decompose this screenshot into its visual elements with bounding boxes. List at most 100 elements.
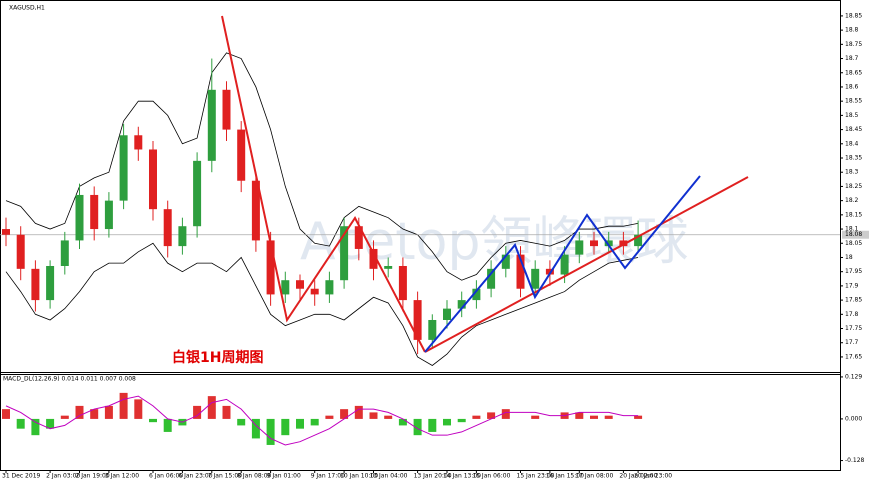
candle-body [296,280,304,289]
macd-bar [340,409,349,419]
x-tick-label: 15 Jan 23:00 [517,473,555,480]
candle-body [619,240,628,247]
macd-bar [472,415,481,419]
plot: 18.85 18.8 18.75 18.7 18.65 18.6 18.55 18.5 18.4… [0,12,869,480]
macd-bar [16,418,25,429]
macd-bar [634,415,643,419]
macd-bar [222,405,231,419]
macd-bar [310,418,319,426]
y-tick-label: 18.4 [845,140,859,147]
y-tick-label: 17.8 [845,311,859,318]
macd-bar [237,418,246,426]
candle-body [531,268,540,289]
macd-bar [2,409,10,419]
candle-body [516,254,525,289]
candle-body [634,234,643,247]
macd-bar [575,412,584,419]
y-tick-label: 17.9 [845,282,859,289]
macd-bar [369,412,378,419]
candle-body [443,308,451,320]
macd-bar [531,415,540,419]
x-tick-label: 6 Jan 06:00 [149,473,183,480]
macd-bar [31,418,40,436]
y-tick-label: 18 [845,254,853,261]
macd-bar [251,418,260,439]
y-tick-label: 18.15 [845,211,862,218]
y-tick-label: 17.95 [845,268,862,275]
y-tick-label: 18.8 [845,27,859,34]
macd-bar [60,415,69,419]
y-tick-label: 18.55 [845,98,862,105]
macd-bar [163,418,172,432]
candle-body [251,180,260,241]
x-tick-label: 14 Jan 13:00 [443,473,481,480]
candle-body [398,265,407,301]
macd-bar [428,418,437,432]
macd-bar [590,415,598,419]
x-tick-label: 16 Jan 15:00 [546,473,584,480]
y-tick-label: 0.129 [845,373,862,380]
candle-body [369,248,378,269]
macd-bar [281,418,290,436]
x-tick-label: 9 Jan 01:00 [267,473,301,480]
y-tick-label: 18.5 [845,112,859,119]
candle-body [501,254,510,269]
candle-body [46,265,55,301]
x-tick-label: 9 Jan 17:00 [311,473,345,480]
candle-body [119,135,128,201]
y-tick-label: 17.75 [845,325,862,332]
candle-body [575,240,584,255]
macd-bar [413,418,422,436]
band-line [5,52,639,281]
x-tick-label: 15 Jan 06:00 [472,473,510,480]
last-price-box [842,230,869,239]
candle-body [163,209,172,247]
candle-body [472,288,481,301]
x-tick-label: 2 Jan 19:00 [76,473,110,480]
macd-bar [398,418,407,426]
y-tick-label: 0.000 [845,415,862,422]
macd-bar [604,415,613,419]
macd-bar [384,415,393,419]
y-tick-label: 18.25 [845,183,862,190]
candle-body [266,240,275,295]
candle-body [413,300,422,340]
candle-body [281,280,290,295]
candle-body [207,89,216,161]
candle-body [428,319,437,340]
candle-body [90,194,99,230]
macd-bar [354,405,363,419]
candle-body [31,268,40,301]
candle-body [222,89,231,130]
x-tick-label: 8 Jan 08:00 [237,473,271,480]
candle-body [325,280,334,295]
macd-bar [266,418,275,445]
indicator-title: MACD_DL(12,26,9) 0.014 0.011 0.007 0.008 [3,376,136,383]
macd-bar [90,409,99,419]
macd-bar [134,399,143,419]
macd-bar [501,409,510,419]
macd-bar [487,412,496,419]
x-tick-label: 10 Jan 10:00 [340,473,378,480]
y-tick-label: 18.1 [845,226,859,233]
candle-body [340,226,349,281]
trend-zigzag [221,15,426,353]
x-tick-label: 3 Jan 12:00 [105,473,139,480]
macd-bar [296,418,304,429]
y-tick-label: 17.7 [845,339,859,346]
y-tick-label: 18.45 [845,126,862,133]
y-tick-label: 17.65 [845,353,862,360]
candle-body [75,194,84,241]
candle-body [16,234,25,269]
x-tick-label: 13 Jan 04:00 [370,473,408,480]
candle-body [487,268,496,289]
candle-body [149,149,157,210]
macd-bar [119,392,128,419]
x-tick-label: 31 Dec 2019 [2,473,41,480]
frame [0,0,841,471]
x-tick-label: 20 Jan 23:00 [634,473,672,480]
last-price-label: 18.08 [845,231,862,238]
macd-bar [75,405,84,419]
candle-body [604,240,613,247]
